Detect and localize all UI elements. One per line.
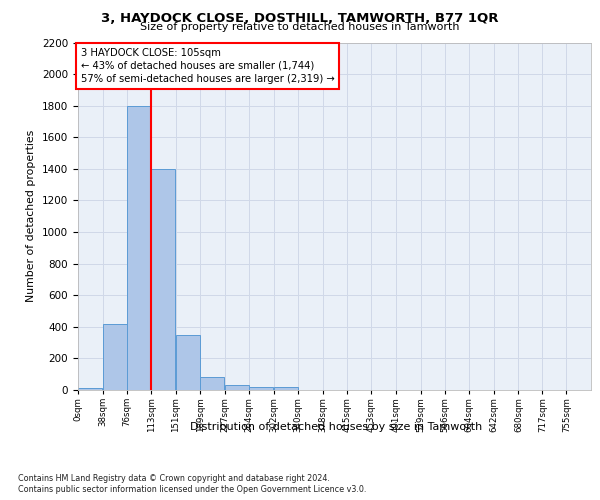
Text: Contains public sector information licensed under the Open Government Licence v3: Contains public sector information licen… [18,485,367,494]
Bar [127,106,151,390]
Text: Distribution of detached houses by size in Tamworth: Distribution of detached houses by size … [190,422,482,432]
Bar [274,387,298,390]
Bar [103,324,127,390]
Bar [249,387,273,390]
Bar [176,334,200,390]
Bar [200,378,224,390]
Text: Contains HM Land Registry data © Crown copyright and database right 2024.: Contains HM Land Registry data © Crown c… [18,474,330,483]
Text: Size of property relative to detached houses in Tamworth: Size of property relative to detached ho… [140,22,460,32]
Bar [151,169,175,390]
Bar [225,386,249,390]
Text: 3 HAYDOCK CLOSE: 105sqm
← 43% of detached houses are smaller (1,744)
57% of semi: 3 HAYDOCK CLOSE: 105sqm ← 43% of detache… [80,48,334,84]
Y-axis label: Number of detached properties: Number of detached properties [26,130,37,302]
Bar [78,388,102,390]
Text: 3, HAYDOCK CLOSE, DOSTHILL, TAMWORTH, B77 1QR: 3, HAYDOCK CLOSE, DOSTHILL, TAMWORTH, B7… [101,12,499,25]
